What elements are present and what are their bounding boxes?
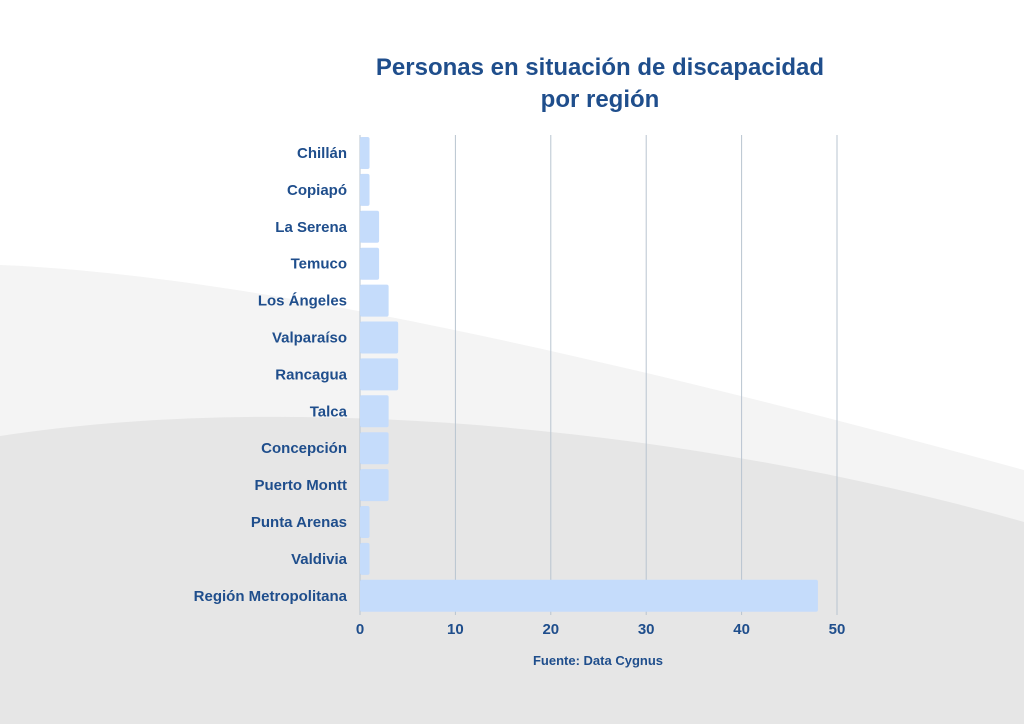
bar (360, 432, 389, 465)
bar (360, 247, 380, 280)
category-label: Chillán (297, 145, 347, 162)
category-label: Puerto Montt (255, 477, 347, 494)
bar (360, 358, 399, 391)
chart-title-line-2: por región (540, 86, 660, 113)
category-label: La Serena (275, 219, 347, 236)
category-label: Valdivia (291, 551, 348, 568)
bar (360, 542, 370, 575)
category-label: Región Metropolitana (194, 588, 348, 605)
category-label: Copiapó (287, 182, 347, 199)
bars (360, 137, 818, 612)
x-tick-label: 0 (356, 621, 364, 638)
x-tick-label: 10 (447, 621, 464, 638)
x-tick-label: 50 (829, 621, 846, 638)
bar (360, 173, 370, 206)
category-label: Concepción (261, 440, 347, 457)
bar (360, 321, 399, 354)
category-label: Talca (310, 403, 348, 420)
bar (360, 284, 389, 317)
bar (360, 469, 389, 502)
background-wave-dark (0, 416, 1024, 724)
gridlines (359, 135, 838, 615)
x-tick-label: 30 (638, 621, 655, 638)
bar (360, 395, 389, 428)
source-label: Fuente: Data Cygnus (533, 653, 663, 668)
bar (360, 579, 818, 612)
category-labels: Chillán Copiapó La Serena Temuco Los Ángeles… (194, 145, 348, 605)
bar (360, 137, 370, 169)
bar (360, 506, 370, 538)
category-label: Valparaíso (272, 330, 347, 347)
x-tick-label: 40 (733, 621, 750, 638)
category-label: Temuco (291, 256, 347, 273)
category-label: Rancagua (275, 366, 347, 383)
bar (360, 210, 380, 243)
chart-title: Personas en situación de discapacidad po… (300, 52, 900, 116)
x-tick-label: 20 (542, 621, 559, 638)
x-tick-labels: 0 10 20 30 40 50 (356, 621, 846, 638)
category-label: Punta Arenas (251, 514, 347, 531)
category-label: Los Ángeles (258, 293, 347, 310)
chart-title-line-1: Personas en situación de discapacidad (375, 54, 825, 81)
